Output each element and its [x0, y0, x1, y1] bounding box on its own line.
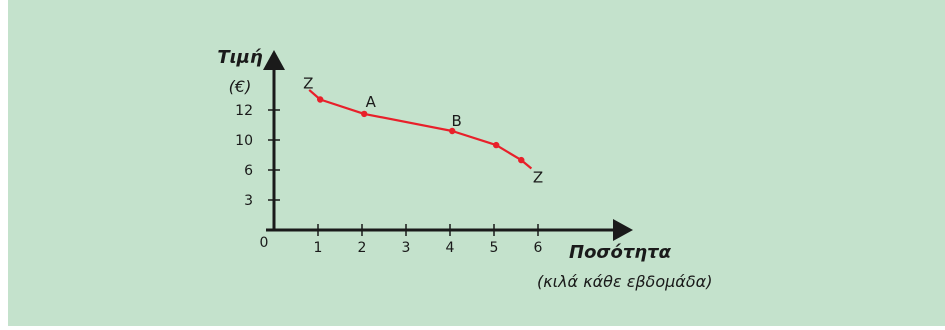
y-tick-label: 3 — [244, 193, 253, 209]
x-tick-label: 5 — [490, 240, 499, 256]
x-ticks: 1 2 3 4 5 6 — [314, 224, 543, 256]
x-tick-label: 2 — [358, 240, 367, 256]
y-tick-label: 10 — [235, 133, 253, 149]
point-label: Z — [303, 74, 313, 92]
x-tick-label: 3 — [402, 240, 411, 256]
y-axis-unit: (€) — [229, 77, 252, 96]
x-axis-title: Ποσότητα — [569, 242, 672, 263]
data-point — [493, 141, 500, 149]
y-tick-label: 6 — [244, 163, 253, 179]
point-label: Z — [533, 169, 543, 187]
y-ticks: 3 6 10 12 — [235, 103, 280, 209]
point-label: A — [366, 93, 377, 111]
x-axis-arrowhead — [613, 219, 633, 241]
data-point — [361, 110, 368, 118]
chart-background — [8, 0, 945, 326]
point-labels: Z A B Z — [303, 74, 543, 186]
x-tick-label: 6 — [534, 240, 543, 256]
y-axis-arrowhead — [263, 50, 285, 70]
data-point — [518, 156, 525, 164]
x-tick-label: 4 — [446, 240, 455, 256]
y-axis-title: Τιμή — [217, 47, 263, 68]
axes — [263, 50, 633, 241]
point-label: B — [451, 112, 461, 130]
data-point — [449, 127, 456, 135]
y-tick-label: 12 — [235, 103, 253, 119]
marker-layer — [317, 96, 525, 164]
origin-label: 0 — [260, 235, 269, 251]
data-point — [317, 96, 324, 103]
x-axis-unit: (κιλά κάθε εβδομάδα) — [537, 272, 712, 291]
x-tick-label: 1 — [314, 240, 323, 256]
